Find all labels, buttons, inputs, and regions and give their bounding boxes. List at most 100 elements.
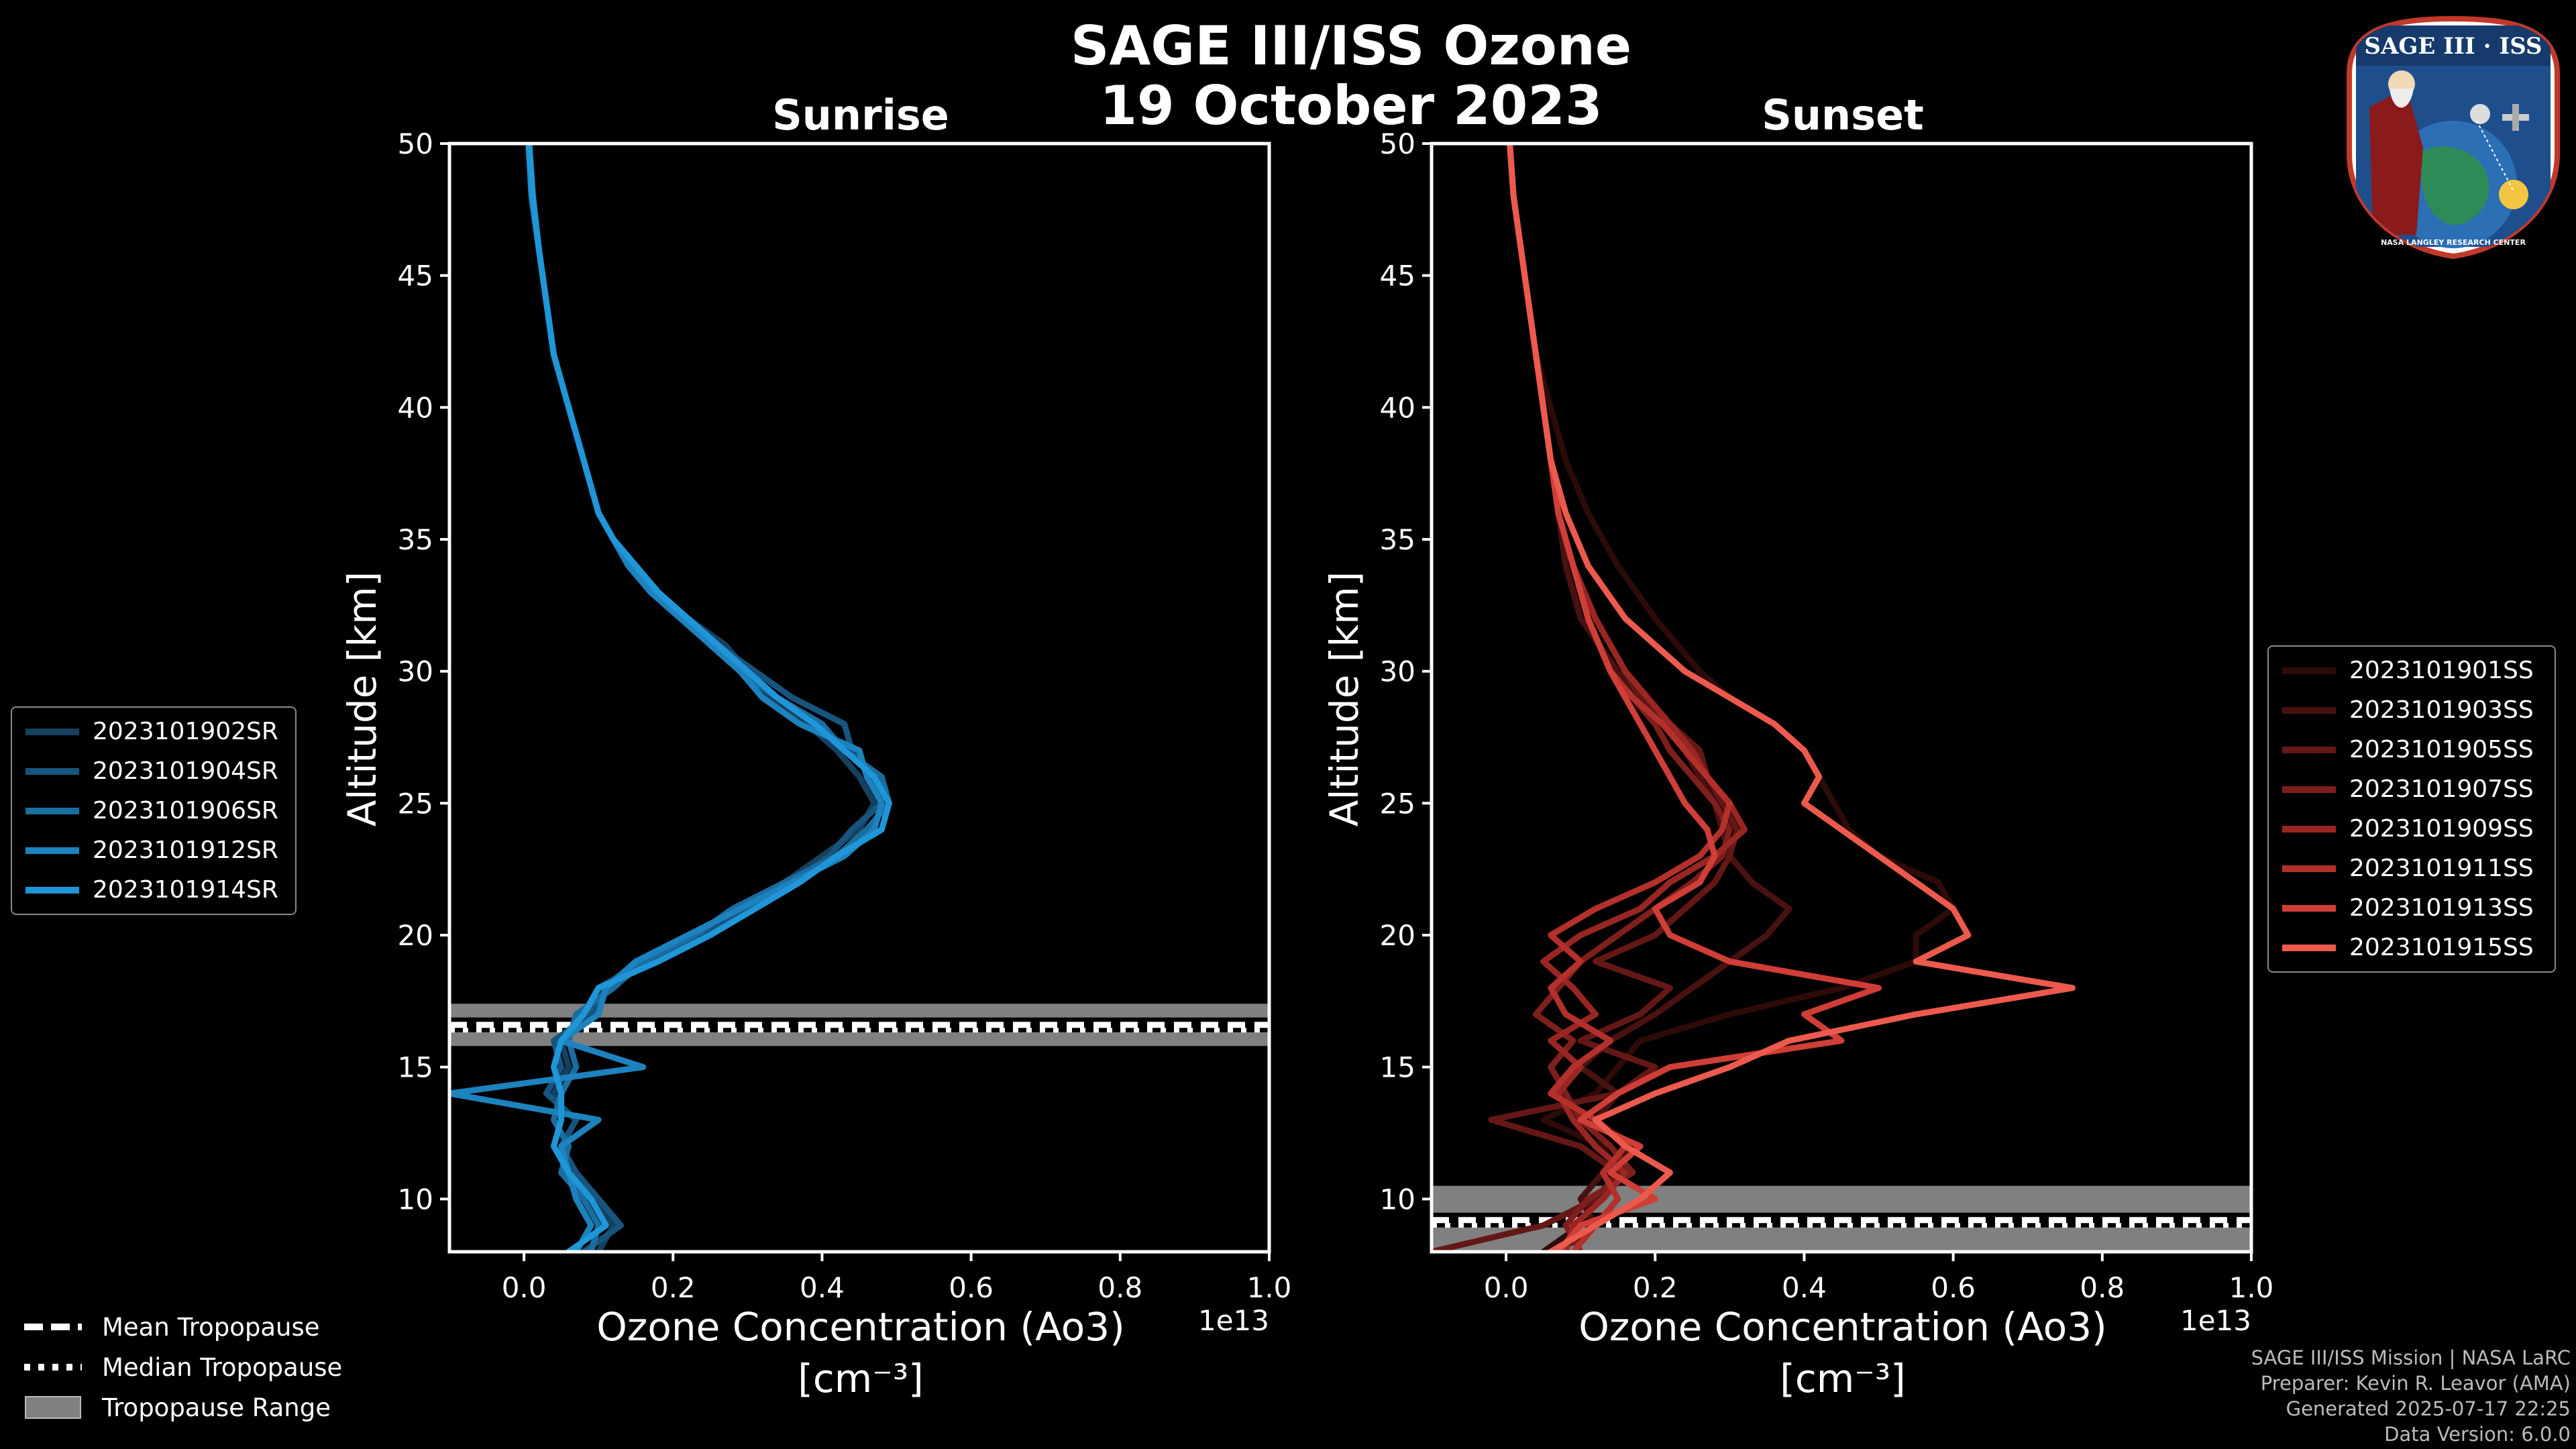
sunrise-x-tick-label: 0.0 [502,1271,547,1304]
legend-label: 2023101903SS [2349,696,2534,724]
sunset-y-tick-label: 25 [1380,787,1415,820]
median-line-key [24,1364,82,1371]
sunset-y-tick-label: 20 [1380,919,1415,952]
range-patch-key [25,1396,81,1419]
sunset-y-tick-label: 15 [1380,1051,1415,1084]
sunset-y-tick-label: 50 [1380,127,1415,160]
sage-iii-iss-logo: SAGE III · ISS NASA LANGLEY RESEARCH CEN… [2347,15,2560,260]
sunset-y-tick-label: 40 [1380,391,1415,424]
sunset-legend-item: 2023101915SS [2269,928,2555,967]
sunset-legend-item: 2023101901SS [2269,651,2555,690]
mean-tropopause-label: Mean Tropopause [102,1312,320,1342]
legend-swatch [2282,904,2336,912]
sunrise-y-tick-label: 45 [398,260,433,292]
sunset-series-line-2023101915SS [1507,144,2076,1252]
sunrise-legend-item: 2023101914SR [12,870,295,910]
sunrise-series-line-2023101914SR [526,144,892,1252]
logo-label: SAGE III · ISS [2364,33,2542,60]
figure-title-line2: 19 October 2023 [1099,74,1602,137]
sunset-x-tick-label: 0.2 [1633,1271,1678,1304]
legend-swatch [2282,667,2336,674]
legend-swatch [25,767,79,775]
sunset-y-tick-label: 30 [1380,655,1415,688]
sunrise-legend-item: 2023101912SR [12,830,295,870]
credit-preparer: Preparer: Kevin R. Leavor (AMA) [2260,1372,2571,1395]
sunset-legend-item: 2023101903SS [2269,690,2555,730]
legend-label: 2023101902SR [93,718,278,745]
sunset-x-axis-label: Ozone Concentration (Ao3) [1578,1304,2107,1350]
legend-swatch [2282,825,2336,833]
sunrise-y-tick-label: 20 [398,919,433,952]
sunrise-series-line-2023101906SR [525,144,892,1252]
legend-swatch [25,847,79,854]
sunset-y-tick-label: 45 [1380,260,1415,292]
sunrise-y-tick-label: 10 [398,1183,433,1216]
sunrise-y-tick-label: 30 [398,655,433,688]
sunset-series-line-2023101901SS [1507,144,1957,1252]
legend-swatch [25,728,79,735]
legend-label: 2023101913SS [2349,894,2534,922]
sunrise-y-tick-label: 25 [398,787,433,820]
sunrise-x-multiplier: 1e13 [1198,1304,1269,1337]
sunset-legend: 2023101901SS 2023101903SS 2023101905SS 2023… [2267,645,2556,973]
legend-label: 2023101911SS [2349,855,2534,882]
tropopause-legend: Mean Tropopause Median Tropopause Tropop… [24,1307,342,1428]
sunrise-x-axis-label: Ozone Concentration (Ao3) [596,1304,1125,1350]
sunrise-title: Sunrise [772,91,949,140]
legend-swatch [2282,706,2336,714]
sunrise-x-tick-label: 0.8 [1097,1271,1142,1304]
sunrise-legend-item: 2023101906SR [12,791,295,830]
sunset-y-axis-label: Altitude [km] [1322,572,1367,826]
legend-label: 2023101905SS [2349,736,2534,763]
sunrise-y-tick-label: 15 [398,1051,433,1084]
sunset-series-line-2023101911SS [1507,144,1733,1252]
sunset-panel: Sunset Altitude [km] Ozone Concentration… [1322,91,2273,1401]
sunset-x-tick-label: 1.0 [2229,1271,2274,1304]
sunrise-axes-frame [447,142,1271,1254]
sunrise-y-tick-label: 40 [398,391,433,424]
tropopause-range-label: Tropopause Range [102,1393,331,1422]
legend-swatch [25,886,79,894]
legend-label: 2023101915SS [2349,934,2534,961]
sunset-legend-item: 2023101911SS [2269,849,2555,888]
sunset-x-tick-label: 0.8 [2080,1271,2125,1304]
median-tropopause-legend-item: Median Tropopause [24,1347,342,1387]
legend-swatch [25,807,79,814]
sunrise-series-line-2023101902SR [525,144,877,1252]
figure-title-line1: SAGE III/ISS Ozone [1071,15,1631,77]
sunset-x-tick-label: 0.0 [1484,1271,1529,1304]
sunrise-series-line-2023101904SR [526,144,885,1252]
sunrise-y-axis-label: Altitude [km] [339,572,385,826]
sunset-axes-frame [1430,142,2253,1254]
legend-swatch [2282,786,2336,793]
sunset-x-multiplier: 1e13 [2180,1304,2251,1337]
sunrise-legend-item: 2023101902SR [12,712,295,751]
sunset-series-line-2023101905SS [1432,144,1740,1252]
legend-swatch [2282,944,2336,951]
credits: SAGE III/ISS Mission | NASA LaRC Prepare… [2251,1345,2571,1447]
sunrise-x-tick-label: 1.0 [1247,1271,1292,1304]
sunset-legend-item: 2023101907SS [2269,769,2555,809]
sunset-x-axis-units: [cm⁻³] [1780,1356,1906,1401]
sunrise-y-tick-label: 50 [398,127,433,160]
sunrise-x-tick-label: 0.6 [949,1271,994,1304]
sunset-legend-item: 2023101913SS [2269,888,2555,928]
legend-label: 2023101907SS [2349,775,2534,803]
sunset-x-tick-label: 0.4 [1782,1271,1827,1304]
sunrise-panel: Sunrise Altitude [km] Ozone Concentratio… [339,91,1291,1401]
median-tropopause-label: Median Tropopause [102,1352,343,1382]
legend-label: 2023101914SR [93,876,278,904]
sunset-y-tick-label: 35 [1380,523,1415,556]
sunset-series-line-2023101907SS [1507,144,1733,1252]
sunrise-legend-item: 2023101904SR [12,751,295,791]
sunrise-series-line-2023101912SR [449,144,885,1252]
sunrise-x-tick-label: 0.4 [800,1271,845,1304]
legend-label: 2023101906SR [93,797,278,824]
sunrise-x-tick-label: 0.2 [651,1271,696,1304]
legend-label: 2023101912SR [93,837,278,864]
mean-tropopause-legend-item: Mean Tropopause [24,1307,342,1347]
credit-mission: SAGE III/ISS Mission | NASA LaRC [2251,1346,2571,1369]
legend-label: 2023101909SS [2349,815,2534,843]
sunset-legend-item: 2023101905SS [2269,730,2555,769]
